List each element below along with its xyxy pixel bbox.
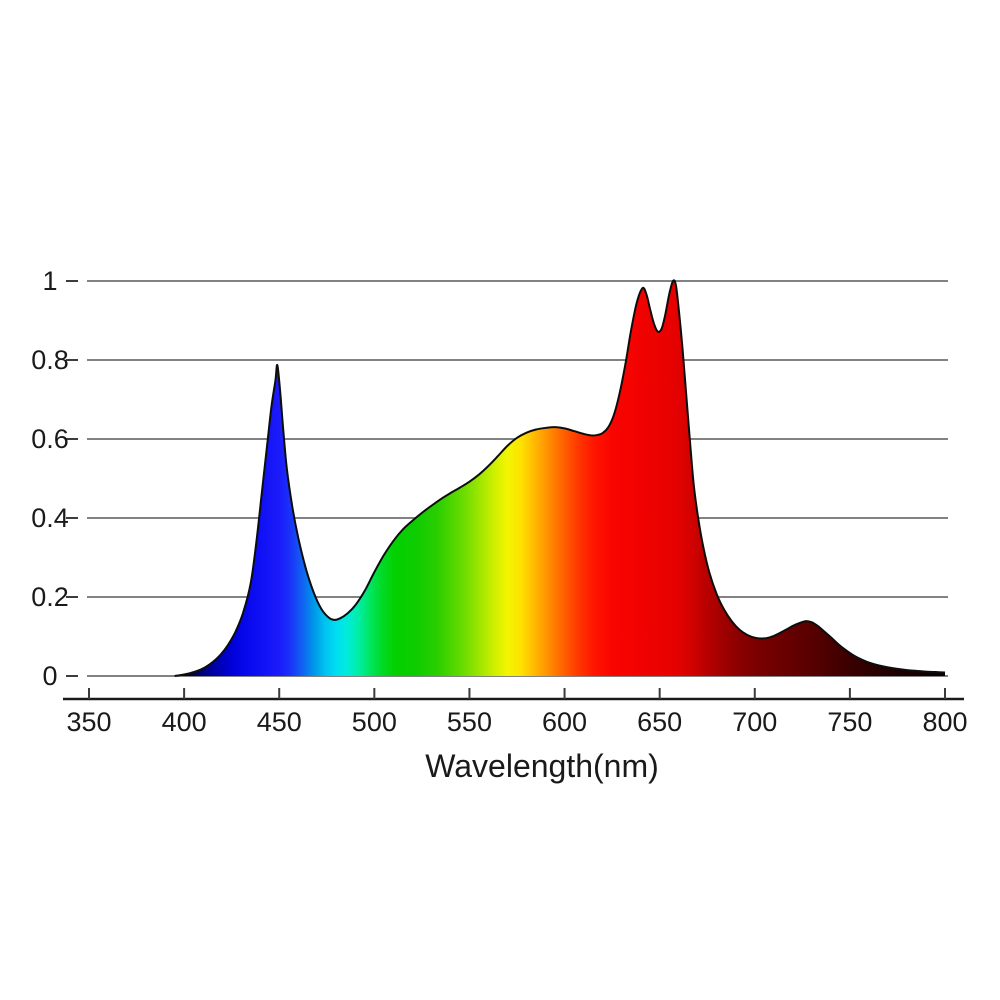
x-axis-title: Wavelength(nm): [425, 748, 659, 784]
axis-labels: 0 0.2 0.4 0.6 0.8 1 350 400 450 500 550 600 650 700 75…: [31, 266, 967, 737]
y-tick-label: 0: [42, 661, 57, 691]
spectrum-area-layer: [174, 279, 946, 677]
x-tick-label: 600: [542, 707, 587, 737]
y-tick-label: 1: [42, 266, 57, 296]
x-tick-label: 450: [257, 707, 302, 737]
y-tick-label: 0.4: [31, 503, 69, 533]
y-tick-label: 0.8: [31, 345, 69, 375]
y-tick-label: 0.2: [31, 582, 69, 612]
x-tick-label: 700: [732, 707, 777, 737]
axes: [63, 688, 964, 701]
x-tick-label: 650: [637, 707, 682, 737]
y-tick-label: 0.6: [31, 424, 69, 454]
x-tick-label: 800: [922, 707, 967, 737]
x-tick-label: 750: [827, 707, 872, 737]
spectrum-area: [174, 280, 946, 676]
spectrum-outline: [174, 279, 946, 677]
x-tick-label: 500: [352, 707, 397, 737]
x-tick-label: 400: [162, 707, 207, 737]
x-tick-label: 350: [66, 707, 111, 737]
x-tick-label: 550: [447, 707, 492, 737]
